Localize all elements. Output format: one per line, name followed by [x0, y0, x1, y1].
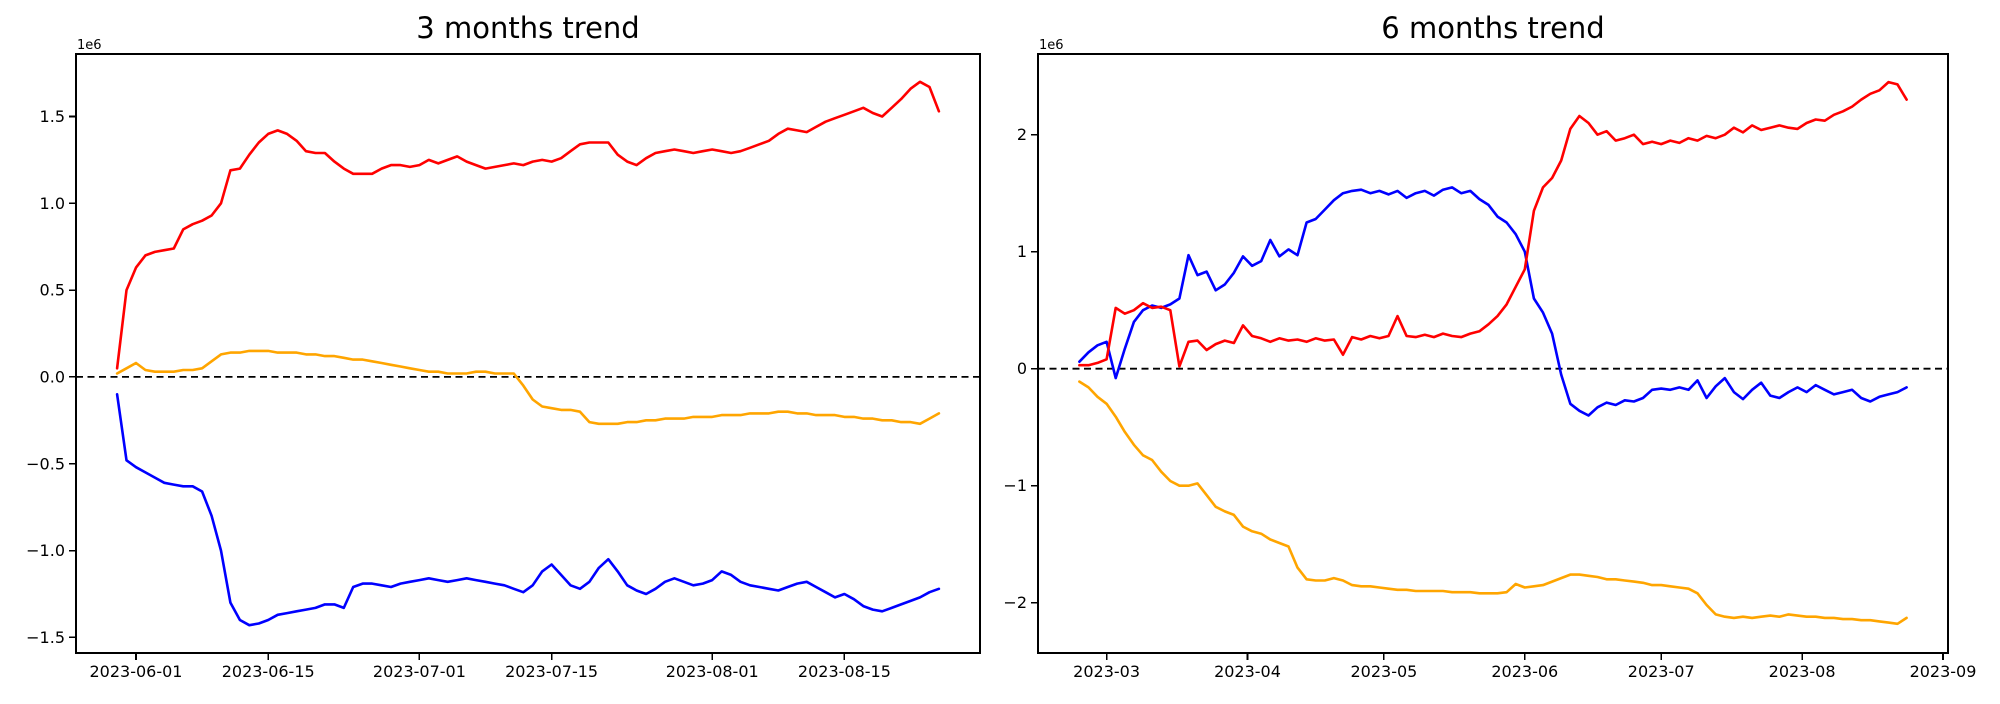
y-tick-label: 0.5 — [40, 281, 65, 300]
series-orange-line — [1078, 380, 1908, 626]
chart-title-left: 3 months trend — [416, 11, 639, 45]
plot-border — [75, 53, 981, 654]
y-tick-label: −2 — [1003, 593, 1027, 612]
y-tick-label: 2 — [1017, 125, 1027, 144]
x-tick-label: 2023-04 — [1214, 662, 1281, 681]
series-red-line — [115, 80, 941, 370]
y-tick-label: −1.5 — [26, 628, 65, 647]
y-tick-label: 0 — [1017, 359, 1027, 378]
chart-6-months-trend: 6 months trend 1e6 2023-03 2023-04 2023-05… — [1003, 11, 1976, 681]
x-tick-label: 2023-07 — [1628, 662, 1695, 681]
y-tick-label: 1.5 — [40, 107, 65, 126]
y-tick-label: −0.5 — [26, 454, 65, 473]
y-tick-label: −1.0 — [26, 541, 65, 560]
x-tick-label: 2023-08-01 — [666, 662, 759, 681]
plot-border — [1037, 53, 1949, 654]
series-blue-line — [115, 392, 941, 627]
x-tick-label: 2023-06-15 — [222, 662, 315, 681]
x-tick-label: 2023-03 — [1073, 662, 1140, 681]
y-axis-offset-label-right: 1e6 — [1039, 38, 1064, 53]
series-red-line — [1078, 80, 1908, 368]
x-tick-label: 2023-07-15 — [505, 662, 598, 681]
x-tick-label: 2023-09 — [1910, 662, 1977, 681]
y-tick-label: 1.0 — [40, 194, 65, 213]
series-orange-line — [115, 349, 941, 426]
y-tick-label: 1 — [1017, 242, 1027, 261]
plot-area-left: 2023-06-01 2023-06-15 2023-07-01 2023-07-15… — [26, 53, 981, 681]
series-blue-line — [1078, 186, 1908, 417]
plot-area-right: 2023-03 2023-04 2023-05 2023-06 2023-07 2023-… — [1003, 53, 1977, 681]
x-tick-label: 2023-08-15 — [798, 662, 891, 681]
x-tick-label: 2023-08 — [1769, 662, 1836, 681]
y-axis-offset-label-left: 1e6 — [77, 38, 102, 53]
chart-title-right: 6 months trend — [1381, 11, 1604, 45]
y-tick-label: 0.0 — [40, 367, 65, 386]
x-tick-label: 2023-05 — [1350, 662, 1417, 681]
x-tick-label: 2023-06 — [1491, 662, 1558, 681]
x-tick-label: 2023-06-01 — [90, 662, 183, 681]
x-tick-label: 2023-07-01 — [373, 662, 466, 681]
chart-3-months-trend: 3 months trend 1e6 2023-06-01 2023-06-15 2… — [26, 11, 981, 681]
y-tick-label: −1 — [1003, 476, 1027, 495]
